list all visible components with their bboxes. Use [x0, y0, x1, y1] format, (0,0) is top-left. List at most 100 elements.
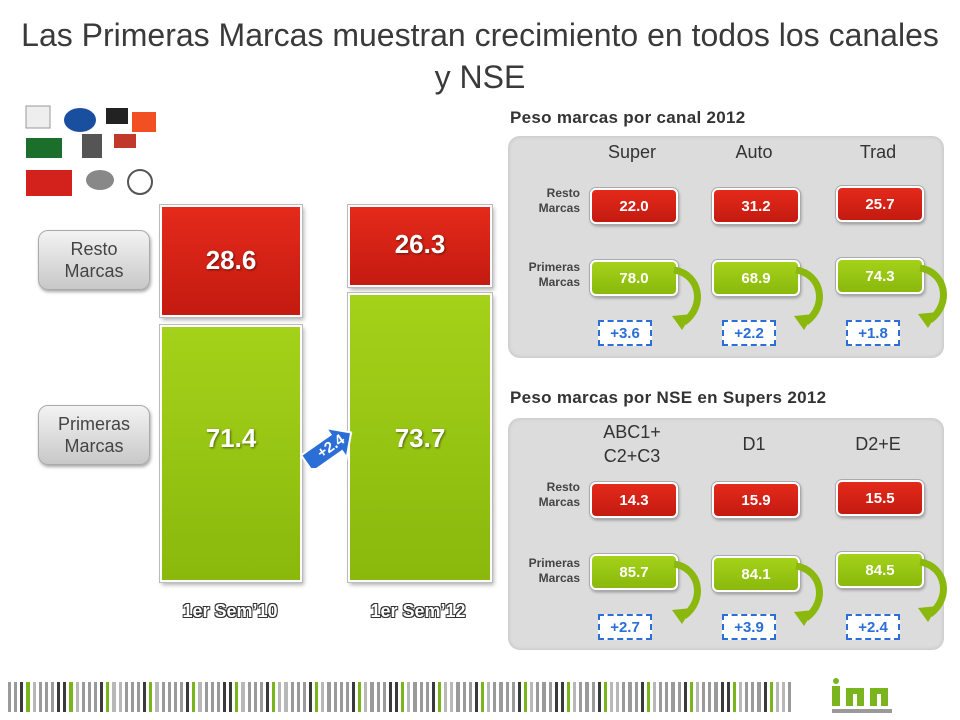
- nse-panel: [508, 418, 944, 650]
- barcode-bar: [788, 682, 791, 712]
- barcode-bar: [456, 682, 460, 712]
- canal-trad-delta: +1.8: [846, 320, 900, 346]
- barcode-bar: [549, 682, 552, 712]
- barcode-bar: [26, 682, 30, 712]
- barcode-bar: [137, 682, 140, 712]
- legend-primeras-marcas: Primeras Marcas: [38, 405, 150, 465]
- barcode-bar: [211, 682, 214, 712]
- barcode-bar: [573, 682, 576, 712]
- barcode-bar: [88, 682, 91, 712]
- barcode-bar: [739, 682, 742, 712]
- barcode-bar: [555, 682, 558, 712]
- barcode-bar: [426, 682, 429, 712]
- nse-abc1-primeras: 85.7: [590, 554, 678, 590]
- canal-super-primeras: 78.0: [590, 260, 678, 296]
- barcode-bar: [254, 682, 257, 712]
- barcode-bar: [413, 682, 417, 712]
- canal-trad-primeras: 74.3: [836, 258, 924, 294]
- nse-d1-resto: 15.9: [712, 482, 800, 518]
- barcode-bar: [125, 682, 128, 712]
- barcode-bar: [364, 682, 367, 712]
- barcode-bar: [714, 682, 718, 712]
- barcode-bar: [782, 682, 785, 712]
- barcode-bar: [764, 682, 767, 712]
- barcode-bar: [284, 682, 288, 712]
- barcode-bar: [63, 682, 66, 712]
- barcode-bar: [352, 682, 355, 712]
- barcode-bar: [69, 682, 73, 712]
- canal-row-resto: Resto Marcas: [538, 186, 580, 215]
- canal-auto-resto: 31.2: [712, 188, 800, 224]
- canal-col-trad: Trad: [859, 142, 897, 162]
- nse-d1-primeras: 84.1: [712, 556, 800, 592]
- barcode-bar: [450, 682, 453, 712]
- barcode-bar: [401, 682, 404, 712]
- barcode-bar: [278, 682, 281, 712]
- value-primeras-sem12: 73.7: [394, 423, 446, 453]
- barcode-bar: [260, 682, 263, 712]
- barcode-bar: [119, 682, 122, 712]
- barcode-bar: [536, 682, 539, 712]
- barcode-bar: [598, 682, 601, 712]
- barcode-bar: [487, 682, 490, 712]
- page-title: Las Primeras Marcas muestran crecimiento…: [21, 17, 939, 95]
- barcode-bar: [20, 682, 23, 712]
- nse-d2e-resto: 15.5: [836, 480, 924, 516]
- barcode-bar: [499, 682, 503, 712]
- barcode-bar: [702, 682, 705, 712]
- barcode-bar: [174, 682, 177, 712]
- value-primeras-sem10: 71.4: [205, 423, 257, 453]
- barcode-bar: [567, 682, 570, 712]
- nse-col-abc1: ABC1+ C2+C3: [603, 422, 661, 466]
- barcode-bar: [616, 682, 619, 712]
- barcode-bar: [690, 682, 693, 712]
- canal-trad-curve-arrow-icon: [918, 264, 947, 328]
- barcode-bar: [241, 682, 245, 712]
- barcode-bar: [678, 682, 681, 712]
- barcode-bar: [223, 682, 226, 712]
- barcode-bar: [512, 682, 515, 712]
- xlabel-sem10: 1er Sem’10: [182, 601, 278, 621]
- barcode-bar: [112, 682, 116, 712]
- barcode-bar: [770, 682, 773, 712]
- nse-abc1-delta: +2.7: [598, 614, 652, 640]
- barcode-bar: [235, 682, 238, 712]
- barcode-bar: [438, 682, 441, 712]
- barcode-bar: [671, 682, 675, 712]
- barcode-bar: [57, 682, 60, 712]
- barcode-bar: [604, 682, 607, 712]
- barcode-bar: [162, 682, 165, 712]
- nse-abc1-resto: 14.3: [590, 482, 678, 518]
- barcode-bar: [475, 682, 478, 712]
- canal-super-curve-arrow-icon: [672, 266, 701, 330]
- barcode-bar: [432, 682, 435, 712]
- barcode-bar: [463, 682, 466, 712]
- barcode-bar: [659, 682, 662, 712]
- barcode-bar: [518, 682, 521, 712]
- barcode-bar: [733, 682, 736, 712]
- barcode-bar: [248, 682, 251, 712]
- barcode-bar: [579, 682, 582, 712]
- nse-section-title: Peso marcas por NSE en Supers 2012: [510, 388, 827, 407]
- barcode-bar: [653, 682, 656, 712]
- barcode-bar: [641, 682, 644, 712]
- barcode-bar: [198, 682, 202, 712]
- nse-abc1-curve-arrow-icon: [672, 560, 701, 624]
- canal-super-resto: 22.0: [590, 188, 678, 224]
- xlabel-sem12: 1er Sem’12: [370, 601, 466, 621]
- nse-d2e-delta: +2.4: [846, 614, 900, 640]
- barcode-bar: [186, 682, 189, 712]
- barcode-bar: [377, 682, 380, 712]
- barcode-bar: [506, 682, 509, 712]
- barcode-bar: [229, 682, 232, 712]
- barcode-bar: [39, 682, 42, 712]
- barcode-bar: [665, 682, 668, 712]
- canal-trad-resto: 25.7: [836, 186, 924, 222]
- barcode-bar: [751, 682, 754, 712]
- canal-col-auto: Auto: [735, 142, 773, 162]
- barcode-bar: [321, 682, 324, 712]
- barcode-bar: [340, 682, 343, 712]
- barcode-bar: [745, 682, 748, 712]
- barcode-bar: [383, 682, 386, 712]
- barcode-bar: [168, 682, 171, 712]
